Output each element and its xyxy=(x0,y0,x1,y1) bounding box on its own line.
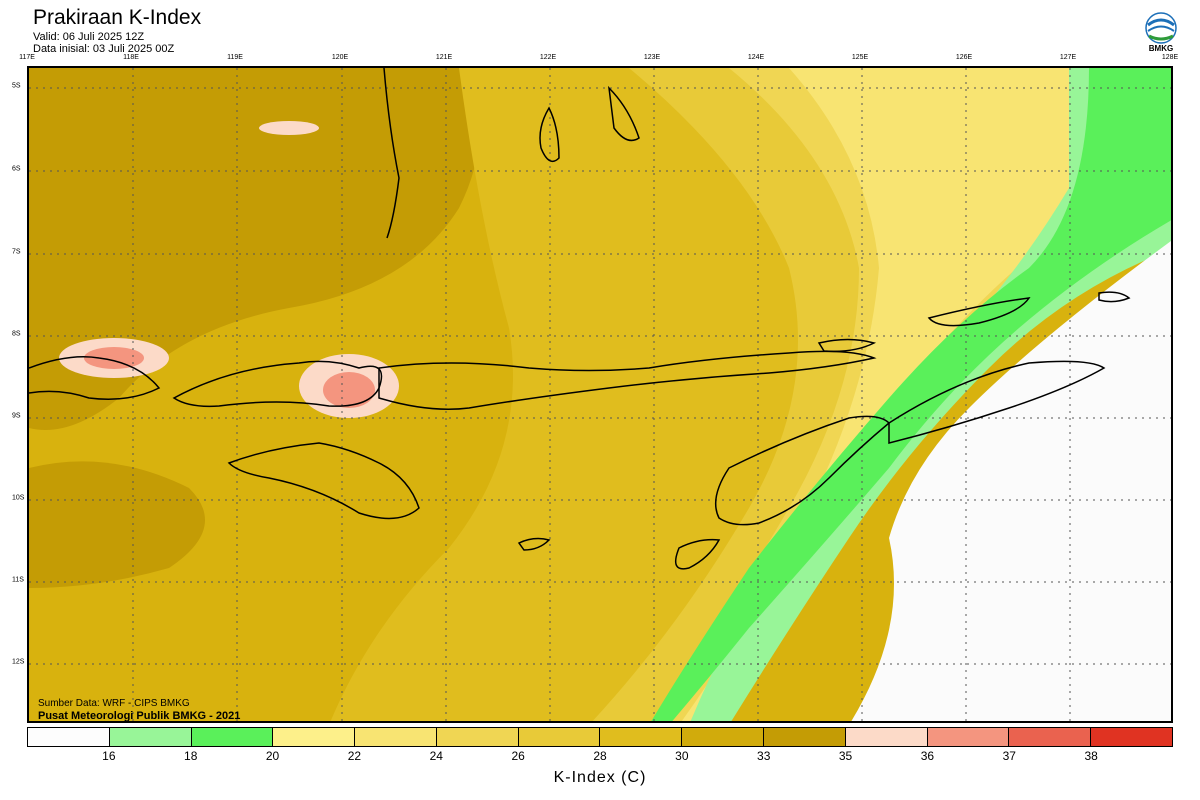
colorbar-swatch xyxy=(927,728,1010,746)
lat-label: 7S xyxy=(12,248,21,256)
colorbar-tick-label: 33 xyxy=(757,749,771,763)
colorbar-tick-label: 36 xyxy=(920,749,935,763)
colorbar-swatch xyxy=(109,728,192,746)
coast-buton xyxy=(607,85,640,142)
org-credit: Pusat Meteorologi Publik BMKG - 2021 xyxy=(38,710,241,722)
lat-label: 5S xyxy=(12,82,21,90)
map-title: Prakiraan K-Index xyxy=(33,6,202,29)
bmkg-logo-icon xyxy=(1145,12,1177,44)
colorbar-tick-label: 22 xyxy=(347,749,362,763)
field-white-se xyxy=(851,240,1171,721)
coast-sulawesi-s xyxy=(383,68,400,239)
lat-label: 9S xyxy=(12,412,21,420)
lon-label: 120E xyxy=(331,54,349,61)
coast-alor xyxy=(817,338,877,353)
coastlines xyxy=(29,68,1131,570)
colorbar-tick-label: 28 xyxy=(593,749,607,763)
coast-timor xyxy=(714,415,891,526)
lon-label: 123E xyxy=(643,54,661,61)
coast-selayar xyxy=(539,106,560,163)
field-green xyxy=(651,68,1171,721)
map-canvas xyxy=(29,68,1171,721)
graticule xyxy=(29,68,1171,721)
colorbar-swatch xyxy=(273,728,356,746)
kindex-map[interactable] xyxy=(27,66,1173,723)
colorbar-tick-label: 38 xyxy=(1084,749,1098,763)
field-dark-nw xyxy=(29,68,479,430)
colorbar-swatch xyxy=(845,728,928,746)
valid-time: Valid: 06 Juli 2025 12Z xyxy=(33,31,145,43)
lon-label: 119E xyxy=(227,54,243,61)
lon-label: 128E xyxy=(1161,54,1179,61)
colorbar-swatch xyxy=(28,728,110,746)
colorbar-tick-label: 24 xyxy=(429,749,443,763)
colorbar-tick-label: 37 xyxy=(1002,749,1016,763)
coast-tanimbar xyxy=(1098,291,1131,303)
colorbar xyxy=(27,727,1173,747)
colorbar-title: K-Index (C) xyxy=(553,769,647,786)
colorbar-swatch xyxy=(1091,728,1172,746)
colorbar-swatch xyxy=(682,728,765,746)
coast-wetar xyxy=(927,297,1031,327)
lat-label: 12S xyxy=(12,658,25,666)
lon-label: 122E xyxy=(539,54,557,61)
lon-label: 117E xyxy=(19,54,35,61)
coast-lombok xyxy=(29,356,161,400)
colorbar-swatch xyxy=(355,728,437,746)
hotspot-sumbawa-core xyxy=(323,372,375,408)
lat-label: 11S xyxy=(12,576,24,584)
hotspot-west-core xyxy=(84,347,144,369)
lon-label: 125E xyxy=(851,54,869,61)
coast-rote xyxy=(674,538,721,570)
colorbar-tick-label: 20 xyxy=(265,749,280,763)
colorbar-tick-label: 35 xyxy=(838,749,853,763)
lat-label: 8S xyxy=(12,330,21,338)
init-time: Data inisial: 03 Juli 2025 00Z xyxy=(33,43,175,55)
colorbar-swatch xyxy=(600,728,683,746)
colorbar-swatch xyxy=(436,728,519,746)
coast-sumba xyxy=(227,442,420,520)
colorbar-tick-label: 18 xyxy=(184,749,198,763)
source-credit: Sumber Data: WRF - CIPS BMKG xyxy=(38,698,190,709)
colorbar-tick-label: 30 xyxy=(675,749,689,763)
lat-label: 6S xyxy=(12,165,21,173)
hotspot-north xyxy=(259,121,319,135)
colorbar-swatch xyxy=(518,728,601,746)
coast-savu xyxy=(517,537,551,551)
lon-label: 121E xyxy=(435,54,453,61)
colorbar-swatch xyxy=(191,728,274,746)
colorbar-swatch xyxy=(764,728,846,746)
lon-label: 118E xyxy=(123,54,139,61)
logo-label: BMKG xyxy=(1148,44,1174,53)
coast-timor-east xyxy=(888,360,1106,444)
colorbar-tick-label: 16 xyxy=(102,749,116,763)
lat-label: 10S xyxy=(12,494,25,502)
colorbar-tick-label: 26 xyxy=(511,749,525,763)
colorbar-swatch xyxy=(1009,728,1092,746)
lon-label: 126E xyxy=(955,54,973,61)
lon-label: 127E xyxy=(1059,54,1077,61)
lon-label: 124E xyxy=(747,54,765,61)
coast-flores xyxy=(378,350,877,410)
field-dark-w xyxy=(29,461,205,588)
field-light-central xyxy=(330,68,845,721)
